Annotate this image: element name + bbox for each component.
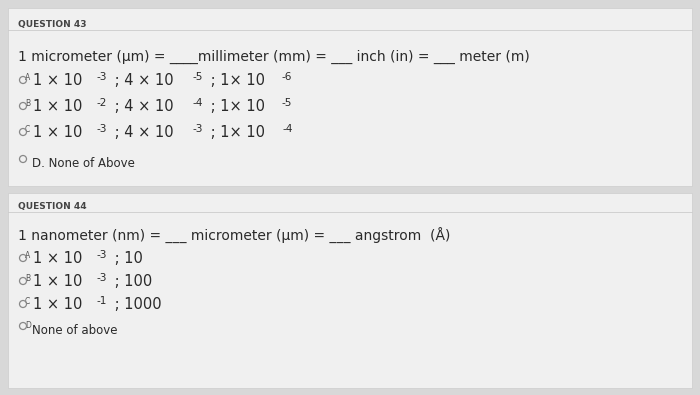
Text: -3: -3 [97, 273, 107, 283]
Text: -3: -3 [193, 124, 203, 134]
Text: ; 1× 10: ; 1× 10 [206, 125, 265, 140]
Text: -6: -6 [282, 72, 292, 82]
Text: -3: -3 [97, 72, 107, 82]
Text: D. None of Above: D. None of Above [32, 157, 135, 170]
Text: ; 1000: ; 1000 [110, 297, 162, 312]
Text: -4: -4 [282, 124, 293, 134]
Text: -3: -3 [97, 250, 107, 260]
Text: 1 × 10: 1 × 10 [33, 73, 83, 88]
FancyBboxPatch shape [8, 193, 692, 388]
FancyBboxPatch shape [8, 8, 692, 186]
Text: ; 4 × 10: ; 4 × 10 [111, 125, 174, 140]
Text: 1 × 10: 1 × 10 [33, 274, 83, 289]
Text: ; 1× 10: ; 1× 10 [206, 99, 265, 114]
Text: D: D [25, 321, 31, 330]
Text: ; 4 × 10: ; 4 × 10 [110, 99, 174, 114]
Text: None of above: None of above [32, 324, 118, 337]
Text: ; 10: ; 10 [111, 251, 143, 266]
Text: 1 × 10: 1 × 10 [33, 125, 83, 140]
Text: A: A [25, 73, 30, 82]
Text: -4: -4 [193, 98, 202, 108]
Text: 1 nanometer (nm) = ___ micrometer (μm) = ___ angstrom  (Å): 1 nanometer (nm) = ___ micrometer (μm) =… [18, 228, 450, 244]
Text: A: A [25, 251, 30, 260]
Text: C: C [25, 125, 30, 134]
Text: -2: -2 [97, 98, 107, 108]
Text: 1 × 10: 1 × 10 [33, 297, 83, 312]
Text: QUESTION 44: QUESTION 44 [18, 202, 87, 211]
Text: ; 1× 10: ; 1× 10 [206, 73, 265, 88]
Text: 1 micrometer (μm) = ____millimeter (mm) = ___ inch (in) = ___ meter (m): 1 micrometer (μm) = ____millimeter (mm) … [18, 50, 530, 64]
Text: -3: -3 [97, 124, 107, 134]
Text: QUESTION 43: QUESTION 43 [18, 20, 87, 29]
Text: 1 × 10: 1 × 10 [33, 99, 83, 114]
Text: C: C [25, 297, 30, 306]
Text: ; 100: ; 100 [111, 274, 153, 289]
Text: B: B [25, 99, 30, 108]
Text: 1 × 10: 1 × 10 [33, 251, 83, 266]
Text: -1: -1 [97, 296, 107, 306]
Text: ; 4 × 10: ; 4 × 10 [111, 73, 174, 88]
Text: B: B [25, 274, 30, 283]
Text: -5: -5 [281, 98, 292, 108]
Text: -5: -5 [193, 72, 203, 82]
